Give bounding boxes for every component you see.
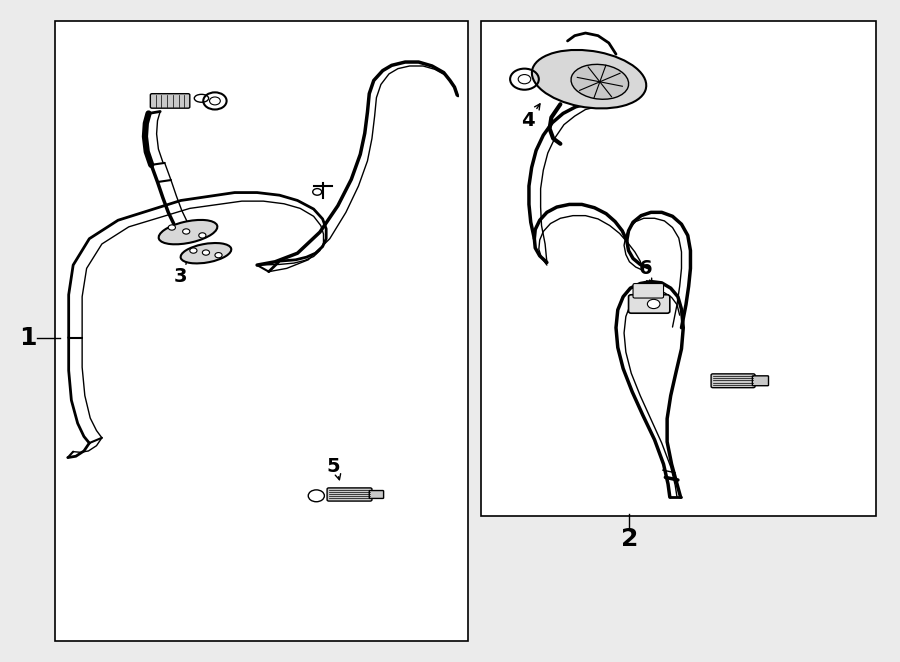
Text: 6: 6	[639, 259, 652, 278]
Circle shape	[647, 299, 660, 308]
Circle shape	[199, 233, 206, 238]
FancyBboxPatch shape	[327, 488, 372, 501]
FancyBboxPatch shape	[752, 376, 769, 386]
Text: 1: 1	[20, 326, 37, 350]
Ellipse shape	[532, 50, 646, 109]
FancyBboxPatch shape	[633, 283, 663, 298]
Circle shape	[202, 250, 210, 255]
Circle shape	[190, 248, 197, 253]
Ellipse shape	[571, 64, 628, 99]
FancyBboxPatch shape	[150, 94, 190, 108]
FancyBboxPatch shape	[628, 295, 670, 313]
FancyBboxPatch shape	[369, 491, 383, 498]
Ellipse shape	[181, 243, 231, 263]
Circle shape	[168, 225, 176, 230]
Text: 4: 4	[521, 111, 535, 130]
Text: 2: 2	[621, 527, 638, 551]
Bar	[482, 21, 877, 516]
FancyBboxPatch shape	[711, 374, 755, 388]
Text: 3: 3	[174, 267, 187, 287]
Bar	[55, 21, 468, 641]
Circle shape	[183, 229, 190, 234]
Ellipse shape	[158, 220, 218, 244]
Circle shape	[215, 252, 222, 258]
Text: 5: 5	[327, 457, 340, 475]
